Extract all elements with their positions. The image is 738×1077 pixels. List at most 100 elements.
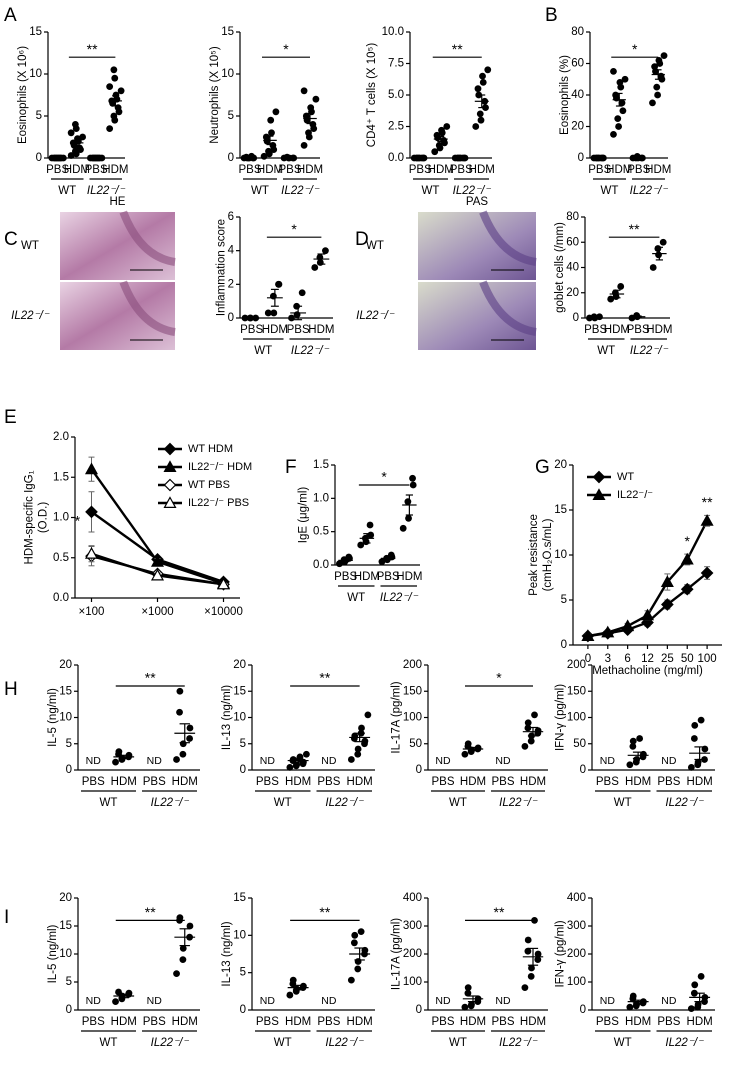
- data-point: [691, 721, 699, 729]
- data-point: [354, 958, 362, 965]
- y-tick-label: 0: [66, 1004, 72, 1016]
- y-tick-label: 15: [554, 504, 567, 516]
- x-tick-label: HDM: [297, 164, 323, 176]
- x-tick-label: HDM: [257, 164, 283, 176]
- group-label: IL22⁻/⁻: [380, 592, 419, 604]
- data-point: [150, 555, 165, 567]
- data-point: [524, 947, 532, 955]
- x-tick-label: HDM: [520, 776, 546, 788]
- y-tick-label: 0: [580, 764, 586, 776]
- x-tick-label: HDM: [396, 571, 422, 583]
- y-tick-label: 0: [580, 1004, 586, 1016]
- data-point: [367, 531, 375, 539]
- data-point: [347, 756, 355, 763]
- significance-label: **: [145, 670, 156, 686]
- x-tick-label: PBS: [334, 571, 357, 583]
- y-tick-label: 200: [403, 948, 422, 960]
- data-point: [527, 973, 535, 980]
- x-tick-label: HDM: [428, 164, 454, 176]
- y-tick-label: 300: [403, 920, 422, 932]
- x-tick-label: HDM: [111, 776, 137, 788]
- data-point: [694, 758, 702, 766]
- data-point: [347, 976, 355, 984]
- data-point: [690, 735, 698, 742]
- group-label: IL22⁻/⁻: [87, 185, 126, 197]
- data-point: [106, 125, 114, 132]
- nd-label: ND: [147, 995, 163, 1007]
- significance-label: **: [145, 904, 156, 920]
- y-tick-label: 300: [567, 920, 586, 932]
- y-tick-label: 0: [240, 1004, 246, 1016]
- x-tick-label: PBS: [584, 324, 607, 336]
- data-point: [655, 251, 662, 259]
- y-tick-label: 10: [221, 68, 234, 80]
- y-tick-label: 20: [554, 459, 567, 471]
- x-tick-label: 12: [641, 653, 654, 665]
- legend-marker: [592, 470, 606, 484]
- legend-label: IL22⁻/⁻: [617, 489, 653, 501]
- data-point: [464, 740, 472, 748]
- x-tick-label: PBS: [431, 1016, 454, 1028]
- data-point: [260, 152, 268, 160]
- y-tick-label: 15: [233, 685, 246, 697]
- group-label: WT: [274, 797, 292, 809]
- legend-label: WT HDM: [188, 443, 233, 455]
- data-point: [476, 110, 484, 118]
- row-label: IL22⁻/⁻: [11, 310, 50, 322]
- x-tick-label: PBS: [377, 571, 400, 583]
- histology-image: [60, 212, 175, 280]
- data-point: [269, 292, 277, 300]
- x-tick-label: PBS: [431, 776, 454, 788]
- data-point: [649, 264, 657, 271]
- y-tick-label: 5: [240, 738, 246, 750]
- y-tick-label: 100: [567, 712, 586, 724]
- data-point: [179, 740, 187, 748]
- data-point: [479, 72, 486, 80]
- panel-label: D: [355, 229, 369, 250]
- nd-label: ND: [435, 995, 451, 1007]
- y-tick-label: 5.0: [388, 89, 404, 101]
- data-point: [474, 85, 482, 93]
- data-point: [616, 79, 624, 86]
- y-tick-label: 0: [66, 764, 72, 776]
- data-point: [531, 711, 538, 719]
- y-tick-label: 15: [59, 685, 72, 697]
- legend-marker: [163, 460, 177, 472]
- x-tick-label: HDM: [347, 1016, 373, 1028]
- nd-label: ND: [435, 755, 451, 767]
- x-tick-label: 25: [661, 653, 674, 665]
- y-tick-label: 15: [221, 26, 234, 38]
- legend-marker: [163, 442, 177, 456]
- y-tick-label: 2: [228, 278, 234, 290]
- data-point: [440, 136, 448, 144]
- x-tick-label: PBS: [657, 1016, 680, 1028]
- data-point: [581, 629, 595, 641]
- data-point: [534, 956, 542, 963]
- x-tick-label: PBS: [256, 776, 279, 788]
- y-tick-label: 15: [59, 920, 72, 932]
- data-point: [524, 936, 532, 944]
- group-label: IL22⁻/⁻: [325, 797, 364, 809]
- group-label: WT: [449, 797, 467, 809]
- x-tick-label: HDM: [460, 776, 486, 788]
- significance-label: **: [629, 221, 640, 237]
- y-tick-label: 150: [567, 685, 586, 697]
- data-point: [651, 63, 659, 71]
- significance-label: *: [75, 513, 81, 529]
- nd-label: ND: [600, 995, 616, 1007]
- nd-label: ND: [260, 755, 276, 767]
- data-point: [173, 756, 180, 763]
- data-point: [629, 992, 637, 1000]
- data-point: [298, 289, 306, 297]
- y-tick-label: 200: [567, 659, 586, 671]
- data-point: [302, 112, 310, 120]
- data-point: [621, 75, 629, 83]
- x-tick-label: PBS: [85, 164, 108, 176]
- row-label: IL22⁻/⁻: [356, 310, 395, 322]
- data-point: [115, 748, 123, 756]
- data-point: [601, 625, 615, 638]
- image-title: PAS: [466, 196, 488, 208]
- data-point: [357, 541, 365, 549]
- x-tick-label: PBS: [143, 776, 166, 788]
- data-point: [596, 313, 603, 321]
